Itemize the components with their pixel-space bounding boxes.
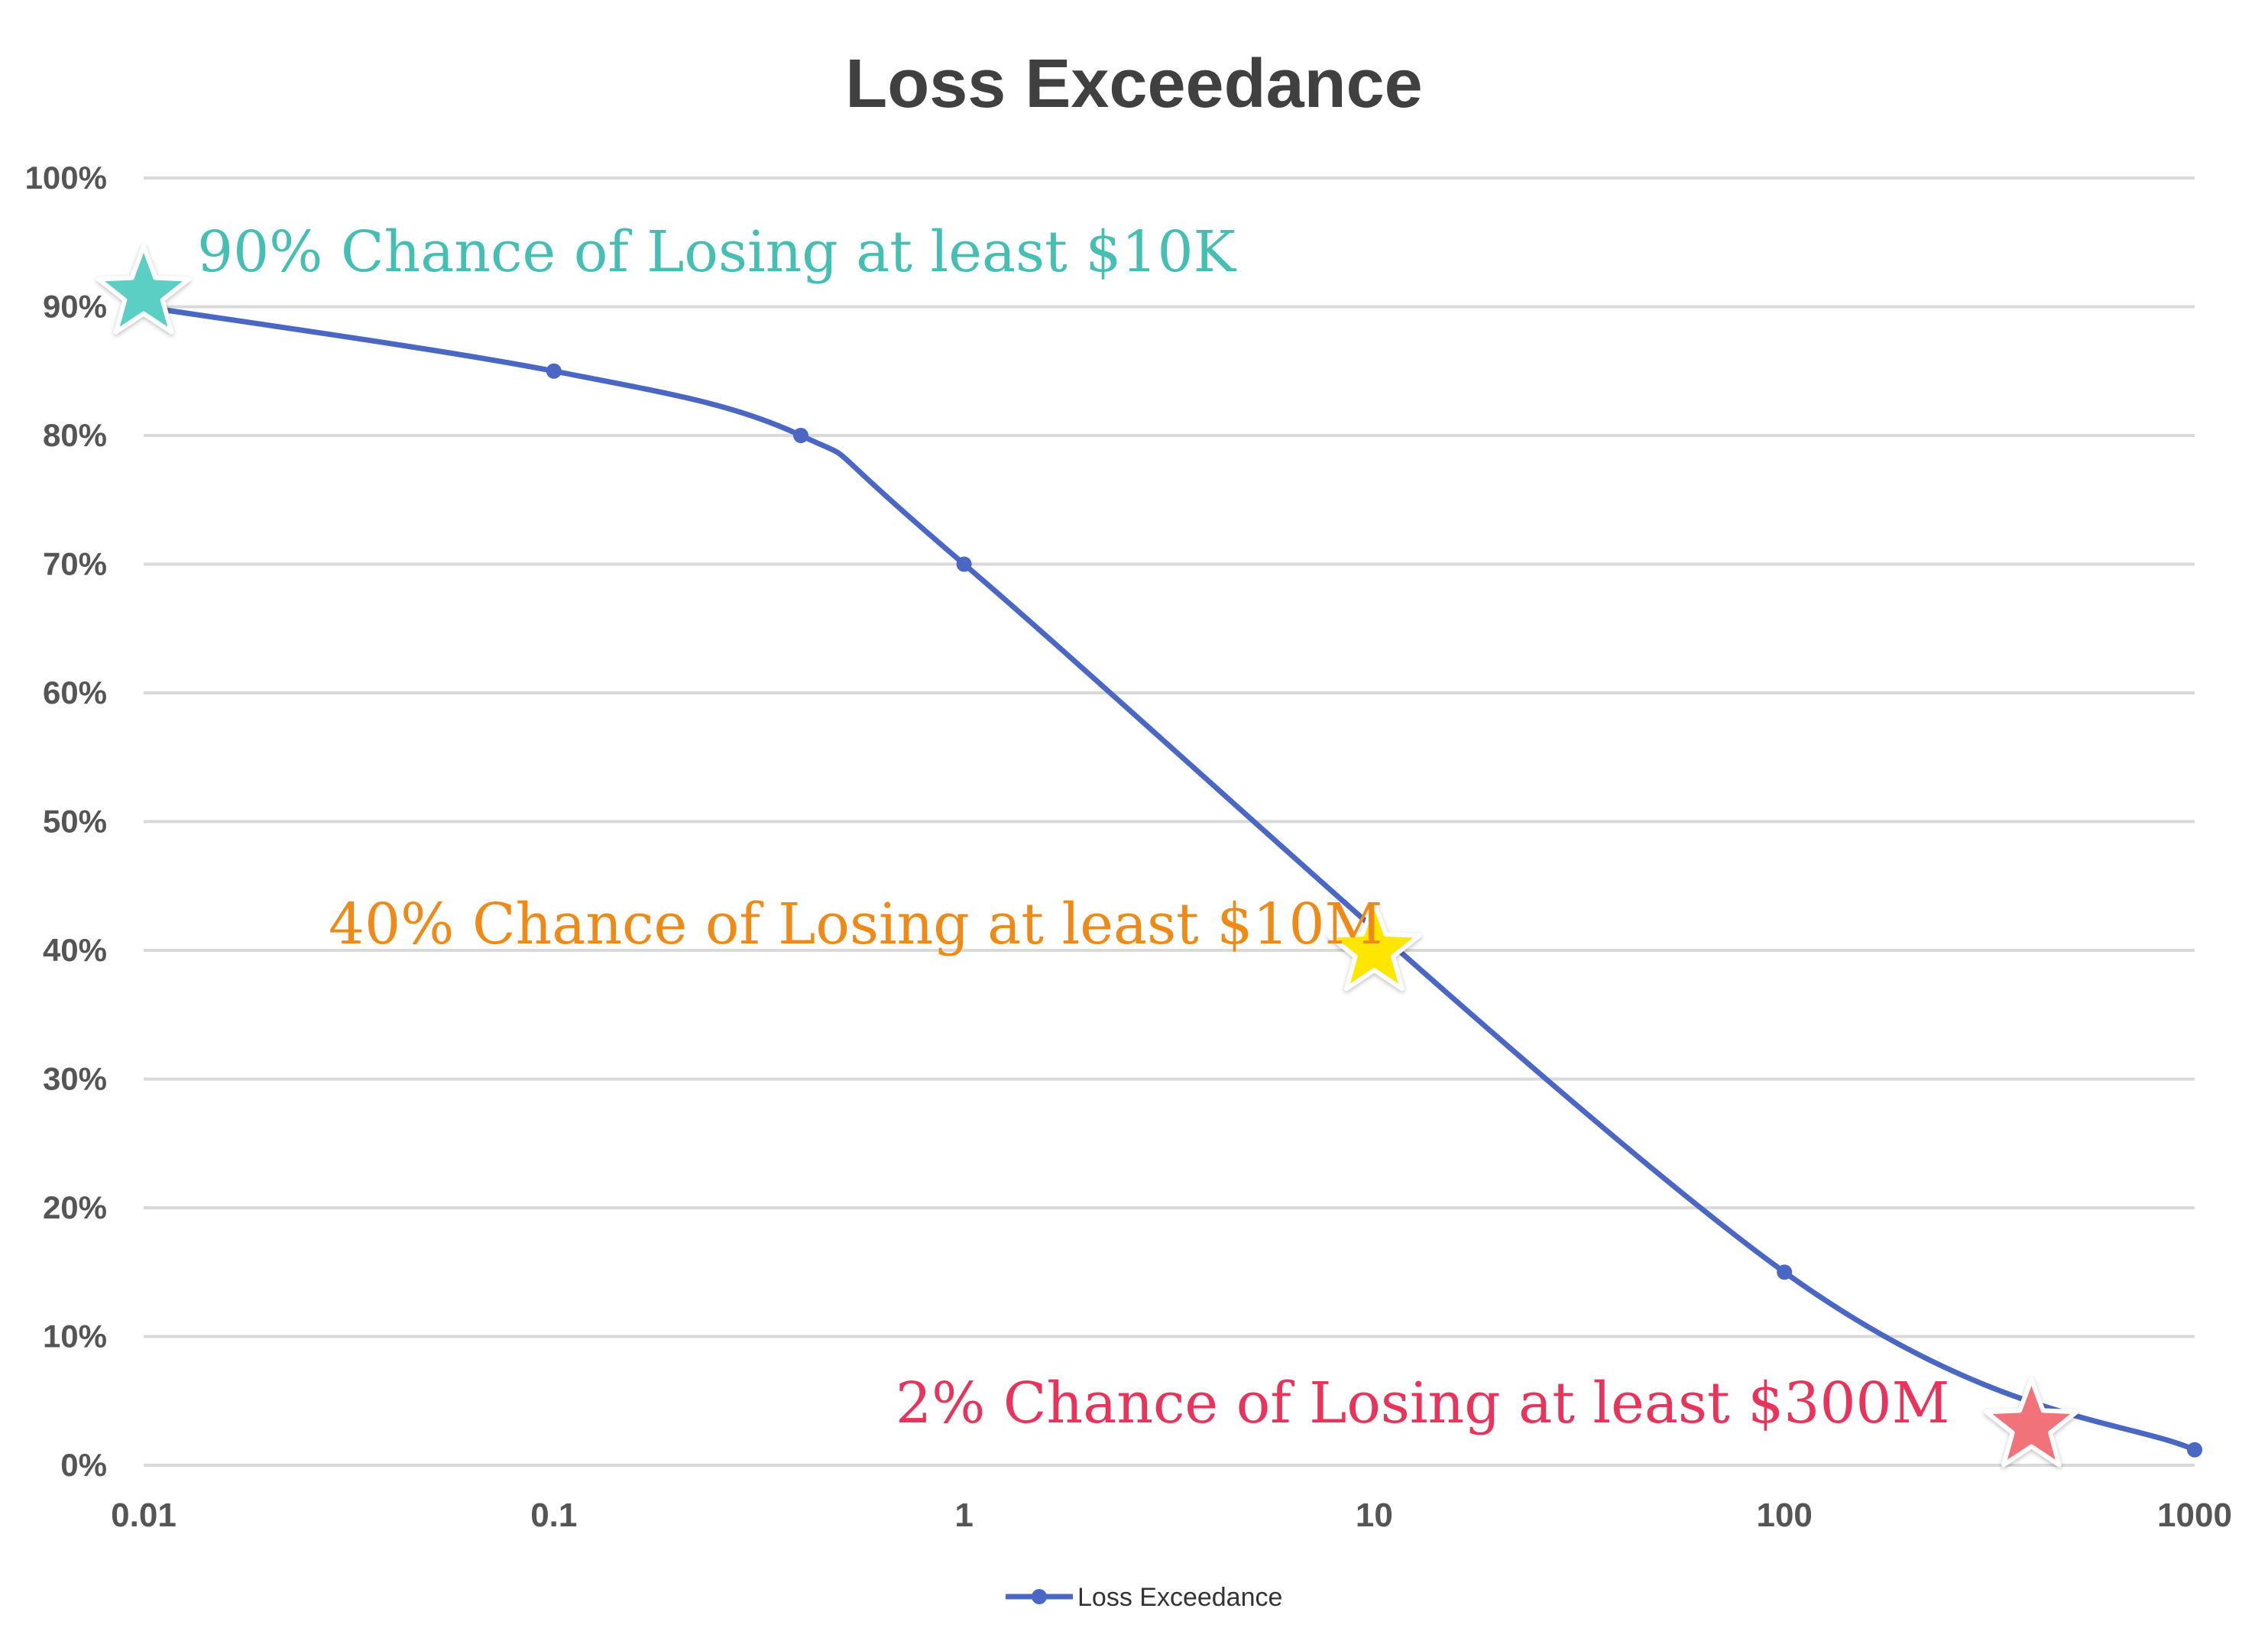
annotations: 90% Chance of Losing at least $10K 40% Ch… [96, 219, 2079, 1468]
series-line-0 [141, 304, 2198, 1453]
y-tick-label: 10% [43, 1319, 107, 1354]
series-layer [136, 299, 2202, 1458]
y-tick-label: 60% [43, 675, 107, 710]
legend: Loss Exceedance [1006, 1583, 1282, 1612]
gridlines [144, 176, 2195, 1467]
x-tick-label: 100 [1756, 1497, 1812, 1534]
data-point [546, 363, 562, 379]
annotation-label: 2% Chance of Losing at least $300M [896, 1371, 1949, 1436]
y-tick-label: 30% [43, 1061, 107, 1097]
star-icon [1327, 901, 1422, 992]
data-point [792, 428, 808, 443]
y-axis-ticks: 0% 10% 20% 30% 40% 50% 60% 70% 80% 90% 100% [25, 160, 107, 1483]
legend-label: Loss Exceedance [1077, 1583, 1282, 1612]
star-icon [96, 244, 191, 335]
annotation-0: 90% Chance of Losing at least $10K [96, 219, 1237, 335]
annotation-2: 2% Chance of Losing at least $300M [896, 1371, 2079, 1468]
legend-swatch-marker [1032, 1589, 1047, 1604]
y-tick-label: 100% [25, 160, 107, 196]
annotation-1: 40% Chance of Losing at least $10M [329, 892, 1422, 992]
y-tick-label: 40% [43, 932, 107, 968]
y-tick-label: 20% [43, 1189, 107, 1225]
annotation-label: 40% Chance of Losing at least $10M [329, 892, 1382, 957]
x-tick-label: 0.01 [111, 1497, 177, 1534]
y-tick-label: 80% [43, 417, 107, 453]
data-point [956, 556, 972, 572]
star-icon [1984, 1377, 2079, 1468]
data-point [1777, 1264, 1793, 1280]
x-tick-label: 0.1 [530, 1497, 577, 1534]
x-tick-label: 1000 [2157, 1497, 2232, 1534]
y-tick-label: 0% [60, 1447, 107, 1483]
annotation-label: 90% Chance of Losing at least $10K [197, 219, 1237, 285]
chart-title: Loss Exceedance [845, 46, 1422, 122]
data-point [2187, 1442, 2202, 1458]
x-tick-label: 10 [1356, 1497, 1393, 1534]
x-axis-ticks: 0.01 0.1 1 10 100 1000 [111, 1497, 2232, 1534]
x-tick-label: 1 [954, 1497, 973, 1534]
y-tick-label: 70% [43, 546, 107, 582]
y-tick-label: 90% [43, 289, 107, 325]
y-tick-label: 50% [43, 804, 107, 840]
